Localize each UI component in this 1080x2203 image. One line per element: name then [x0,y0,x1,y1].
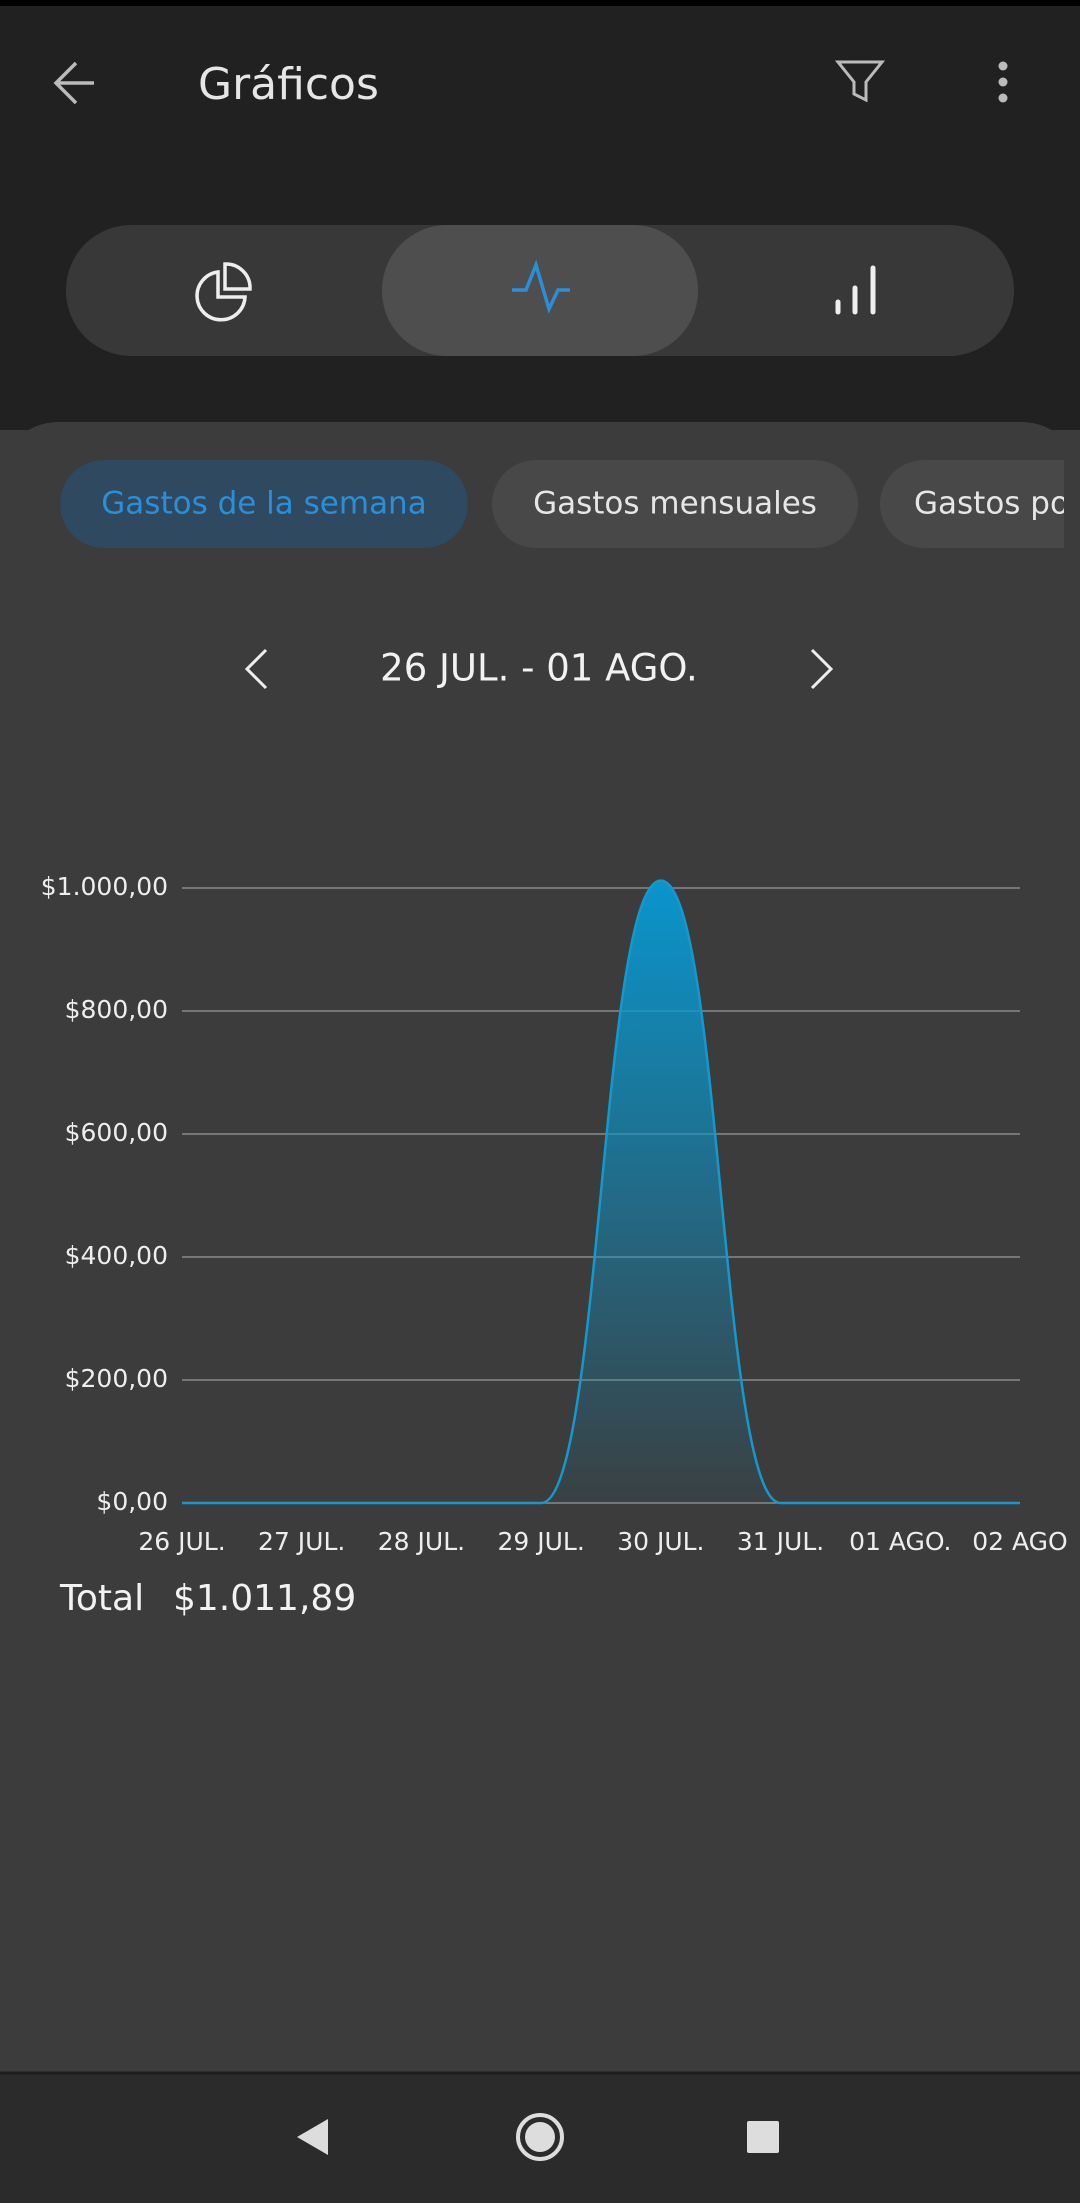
x-tick-label: 30 JUL. [617,1527,704,1556]
tab-chip[interactable] [492,460,858,548]
line-chart-tab[interactable] [382,225,698,356]
next-period[interactable] [810,648,834,690]
tab-label: Gastos po [914,486,1069,522]
nav-home[interactable] [516,2113,564,2161]
x-tick-label: 27 JUL. [258,1527,345,1556]
x-tick-label: 26 JUL. [138,1527,225,1556]
x-tick-label: 29 JUL. [497,1527,584,1556]
total-label: Total [59,1578,144,1619]
tab-label: Gastos mensuales [533,486,817,522]
y-tick-label: $1.000,00 [41,872,168,901]
pie-chart-tab[interactable] [195,262,252,322]
nav-recents[interactable] [747,2121,779,2153]
prev-period[interactable] [244,648,268,690]
more-button[interactable] [998,61,1008,103]
bar-chart-tab[interactable] [835,265,876,315]
chart: $0,00 $200,00 $400,00 $600,00 $800,00 $1.000,… [41,872,1068,1556]
app-bar [0,0,1080,430]
tab-chip[interactable] [60,460,468,548]
y-tick-label: $0,00 [96,1487,168,1516]
x-tick-label: 31 JUL. [737,1527,824,1556]
total-value: $1.011,89 [173,1578,356,1619]
y-tick-label: $400,00 [65,1241,168,1270]
status-bar [0,0,1080,6]
x-tick-label: 28 JUL. [378,1527,465,1556]
line-icon [512,259,570,314]
period-label: 26 JUL. - 01 AGO. [380,647,698,690]
line [181,879,1020,1505]
x-tick-label: 01 AGO. [849,1527,951,1556]
area [182,880,1020,1503]
page-title: Gráficos [198,59,379,110]
tab-label: Gastos de la semana [101,486,426,522]
x-tick-label: 02 AGO [972,1527,1067,1556]
y-tick-label: $600,00 [65,1118,168,1147]
back-button[interactable] [53,61,94,105]
filter-button[interactable] [834,60,886,103]
tab-chip[interactable] [880,460,1080,548]
nav-back[interactable] [297,2119,328,2155]
y-tick-label: $800,00 [65,995,168,1024]
card [0,422,1080,2073]
y-tick-label: $200,00 [65,1364,168,1393]
